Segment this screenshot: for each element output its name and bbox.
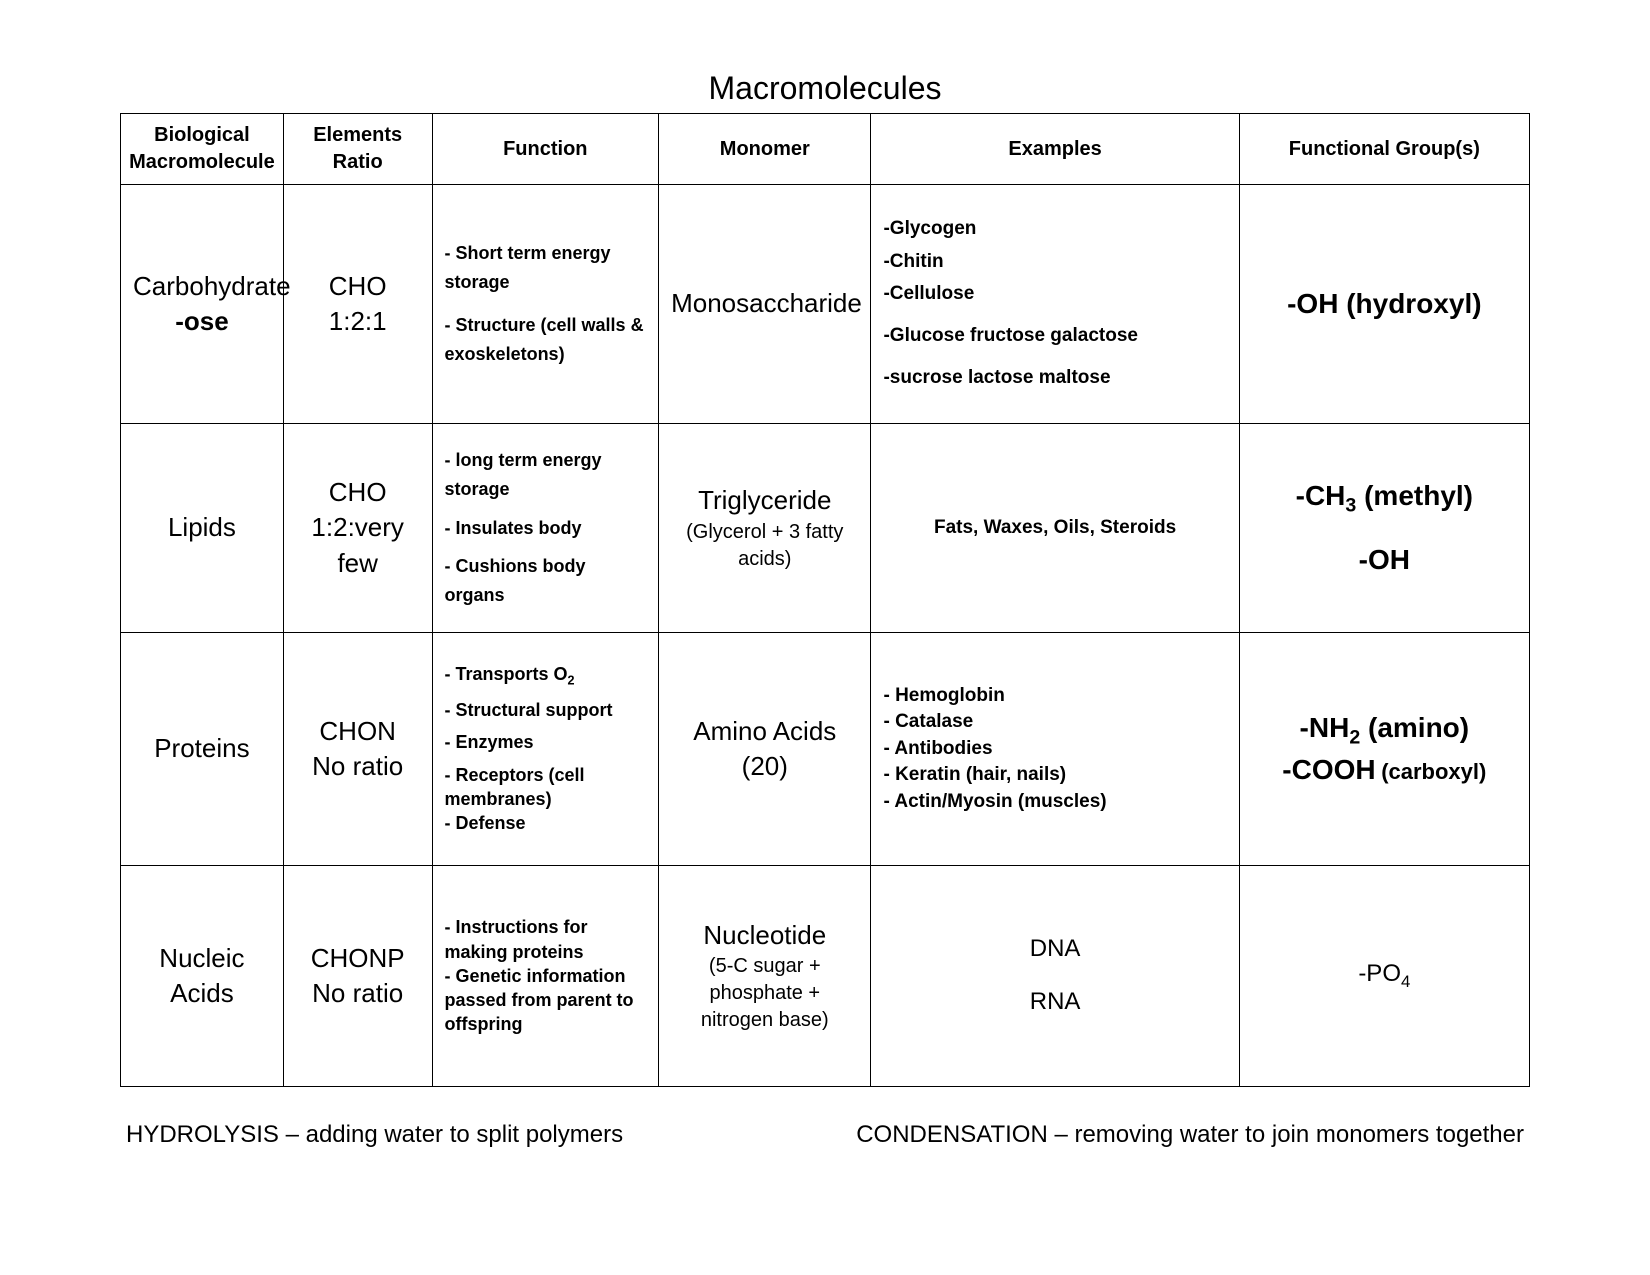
text: - Receptors (cell membranes) (445, 763, 647, 812)
col-header: Monomer (659, 114, 871, 185)
cell-elements: CHON No ratio (283, 633, 432, 866)
text: Carbohydrate (133, 271, 291, 301)
page-title: Macromolecules (120, 70, 1530, 107)
cell-elements: CHO 1:2:very few (283, 424, 432, 633)
text: Lipids (168, 512, 236, 542)
text: -Glycogen (883, 213, 1226, 245)
text: Proteins (154, 733, 249, 763)
macromolecules-table: Biological Macromolecule Elements Ratio … (120, 113, 1530, 1087)
text: 1:2:1 (329, 306, 387, 336)
cell-examples: DNA RNA (871, 866, 1239, 1087)
text: -Glucose fructose galactose (883, 320, 1226, 352)
col-header: Elements Ratio (283, 114, 432, 185)
text: -Chitin (883, 246, 1226, 278)
text: No ratio (312, 751, 403, 781)
cell-function: - Short term energy storage - Structure … (432, 185, 659, 424)
col-header: Examples (871, 114, 1239, 185)
cell-examples: Fats, Waxes, Oils, Steroids (871, 424, 1239, 633)
text: - Cushions body organs (445, 552, 647, 610)
cell-groups: -NH2 (amino)-COOH (carboxyl) (1239, 633, 1529, 866)
text: No ratio (312, 978, 403, 1008)
table-row: Carbohydrate -ose CHO 1:2:1 - Short term… (121, 185, 1530, 424)
text: Nucleotide (671, 918, 858, 953)
text: RNA (883, 976, 1226, 1029)
col-header: Biological Macromolecule (121, 114, 284, 185)
cell-function: - Instructions for making proteins - Gen… (432, 866, 659, 1087)
text: CHON (319, 716, 396, 746)
text: - Actin/Myosin (muscles) (883, 789, 1226, 816)
cell-elements: CHO 1:2:1 (283, 185, 432, 424)
cell-monomer: Monosaccharide (659, 185, 871, 424)
text: - Antibodies (883, 736, 1226, 763)
text: - Keratin (hair, nails) (883, 762, 1226, 789)
text: - Catalase (883, 709, 1226, 736)
table-header-row: Biological Macromolecule Elements Ratio … (121, 114, 1530, 185)
cell-bio: Proteins (121, 633, 284, 866)
text: - Transports O2 (445, 662, 647, 690)
text: Monosaccharide (671, 286, 858, 321)
cell-groups: -PO4 (1239, 866, 1529, 1087)
cell-bio: Nucleic Acids (121, 866, 284, 1087)
text: - Defense (445, 811, 647, 835)
text: - Instructions for making proteins (445, 915, 647, 964)
text: - Hemoglobin (883, 683, 1226, 710)
cell-bio: Lipids (121, 424, 284, 633)
table-row: Nucleic Acids CHONP No ratio - Instructi… (121, 866, 1530, 1087)
footer-notes: HYDROLYSIS – adding water to split polym… (120, 1121, 1530, 1149)
cell-bio: Carbohydrate -ose (121, 185, 284, 424)
cell-monomer: Nucleotide (5-C sugar + phosphate + nitr… (659, 866, 871, 1087)
text: Fats, Waxes, Oils, Steroids (883, 512, 1226, 544)
text: (5-C sugar + phosphate + nitrogen base) (671, 953, 858, 1034)
table-row: Lipids CHO 1:2:very few - long term ener… (121, 424, 1530, 633)
cell-elements: CHONP No ratio (283, 866, 432, 1087)
text: - Genetic information passed from parent… (445, 964, 647, 1037)
cell-examples: -Glycogen -Chitin -Cellulose -Glucose fr… (871, 185, 1239, 424)
hydrolysis-note: HYDROLYSIS – adding water to split polym… (126, 1121, 623, 1149)
col-header: Function (432, 114, 659, 185)
text: Nucleic (159, 943, 244, 973)
text: CHO (329, 477, 387, 507)
text: Amino Acids (20) (671, 714, 858, 784)
text: -sucrose lactose maltose (883, 362, 1226, 394)
col-header: Functional Group(s) (1239, 114, 1529, 185)
condensation-note: CONDENSATION – removing water to join mo… (856, 1121, 1524, 1149)
cell-monomer: Amino Acids (20) (659, 633, 871, 866)
text: CHONP (311, 943, 405, 973)
table-row: Proteins CHON No ratio - Transports O2 -… (121, 633, 1530, 866)
text: - Short term energy storage (445, 239, 647, 297)
cell-monomer: Triglyceride (Glycerol + 3 fatty acids) (659, 424, 871, 633)
text: Acids (170, 978, 234, 1008)
text: -ose (175, 306, 228, 336)
cell-examples: - Hemoglobin - Catalase - Antibodies - K… (871, 633, 1239, 866)
text: - Structural support (445, 698, 647, 722)
text: - Structure (cell walls & exoskeletons) (445, 311, 647, 369)
text: - Enzymes (445, 730, 647, 754)
text: - Insulates body (445, 514, 647, 543)
text: CHO (329, 271, 387, 301)
text: - long term energy storage (445, 446, 647, 504)
text: 1:2:very few (311, 512, 404, 577)
text: (Glycerol + 3 fatty acids) (671, 519, 858, 573)
text: DNA (883, 923, 1226, 976)
text: Triglyceride (671, 483, 858, 518)
cell-groups: -CH3 (methyl)-OH (1239, 424, 1529, 633)
cell-function: - Transports O2 - Structural support - E… (432, 633, 659, 866)
cell-function: - long term energy storage - Insulates b… (432, 424, 659, 633)
text: -Cellulose (883, 278, 1226, 310)
cell-groups: -OH (hydroxyl) (1239, 185, 1529, 424)
